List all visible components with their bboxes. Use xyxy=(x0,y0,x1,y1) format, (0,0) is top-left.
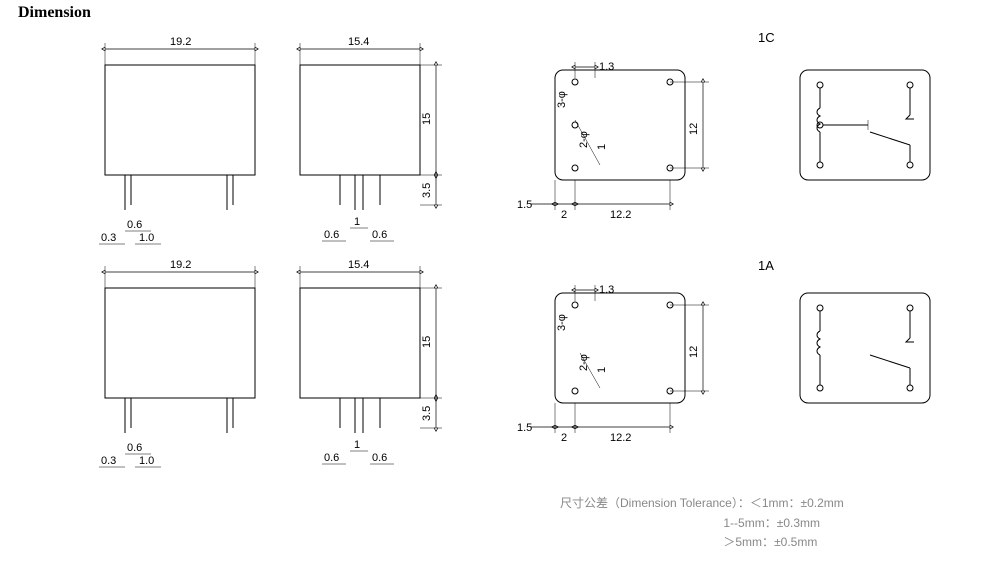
svg-text:0.6: 0.6 xyxy=(324,229,339,241)
svg-text:1.0: 1.0 xyxy=(139,455,154,467)
svg-text:2: 2 xyxy=(561,209,567,221)
label-1a: 1A xyxy=(758,258,774,273)
svg-text:0.6: 0.6 xyxy=(127,442,142,454)
front-view-1c: 19.2 0.6 0.3 1.0 xyxy=(99,36,255,244)
svg-text:3.5: 3.5 xyxy=(421,406,433,421)
svg-text:1.0: 1.0 xyxy=(139,232,154,244)
svg-text:0.6: 0.6 xyxy=(127,219,142,231)
svg-text:15: 15 xyxy=(421,336,433,348)
dim-side-width: 15.4 xyxy=(348,36,369,48)
svg-text:1: 1 xyxy=(596,367,608,373)
svg-text:1: 1 xyxy=(354,439,360,451)
schematic-1c xyxy=(800,70,930,180)
svg-text:3-φ: 3-φ xyxy=(556,91,568,108)
side-view-1a: 15.4 15 3.5 1 0.6 0.6 xyxy=(300,259,442,464)
svg-text:1.5: 1.5 xyxy=(517,422,532,434)
svg-text:1: 1 xyxy=(596,144,608,150)
svg-text:15.4: 15.4 xyxy=(348,259,369,271)
svg-text:1.5: 1.5 xyxy=(517,199,532,211)
pcb-layout-1c: 1.3 3-φ 2-φ 1 12 1.5 2 12.2 xyxy=(517,61,709,221)
tolerance-note: 尺寸公差（Dimension Tolerance）：＜1mm：±0.2mm 1-… xyxy=(560,494,844,552)
svg-text:1.3: 1.3 xyxy=(599,61,614,73)
svg-text:0.3: 0.3 xyxy=(101,455,116,467)
svg-text:12.2: 12.2 xyxy=(610,209,631,221)
side-view-1c: 15.4 15 3.5 1 0.6 0.6 xyxy=(300,36,442,241)
schematic-1a xyxy=(800,293,930,403)
svg-text:2: 2 xyxy=(561,432,567,444)
dim-pin-height: 3.5 xyxy=(421,183,433,198)
svg-text:0.6: 0.6 xyxy=(324,452,339,464)
svg-text:2-φ: 2-φ xyxy=(578,131,590,148)
svg-text:1.3: 1.3 xyxy=(599,284,614,296)
svg-text:2-φ: 2-φ xyxy=(578,354,590,371)
svg-text:3-φ: 3-φ xyxy=(556,314,568,331)
svg-text:12.2: 12.2 xyxy=(610,432,631,444)
pcb-layout-1a: 1.3 3-φ 2-φ 1 12 1.5 2 12.2 xyxy=(517,284,709,444)
svg-text:0.6: 0.6 xyxy=(372,452,387,464)
front-view-1a: 19.2 0.6 0.3 1.0 xyxy=(99,259,255,467)
svg-text:12: 12 xyxy=(688,123,700,135)
svg-text:1: 1 xyxy=(354,216,360,228)
svg-text:0.3: 0.3 xyxy=(101,232,116,244)
label-1c: 1C xyxy=(758,30,775,45)
svg-text:0.6: 0.6 xyxy=(372,229,387,241)
svg-text:19.2: 19.2 xyxy=(170,259,191,271)
drawing-canvas: 19.2 0.6 0.3 1.0 15.4 15 3.5 1 0.6 0.6 1… xyxy=(0,0,1000,566)
dim-side-height: 15 xyxy=(421,113,433,125)
svg-text:12: 12 xyxy=(688,346,700,358)
dim-front-width: 19.2 xyxy=(170,36,191,48)
